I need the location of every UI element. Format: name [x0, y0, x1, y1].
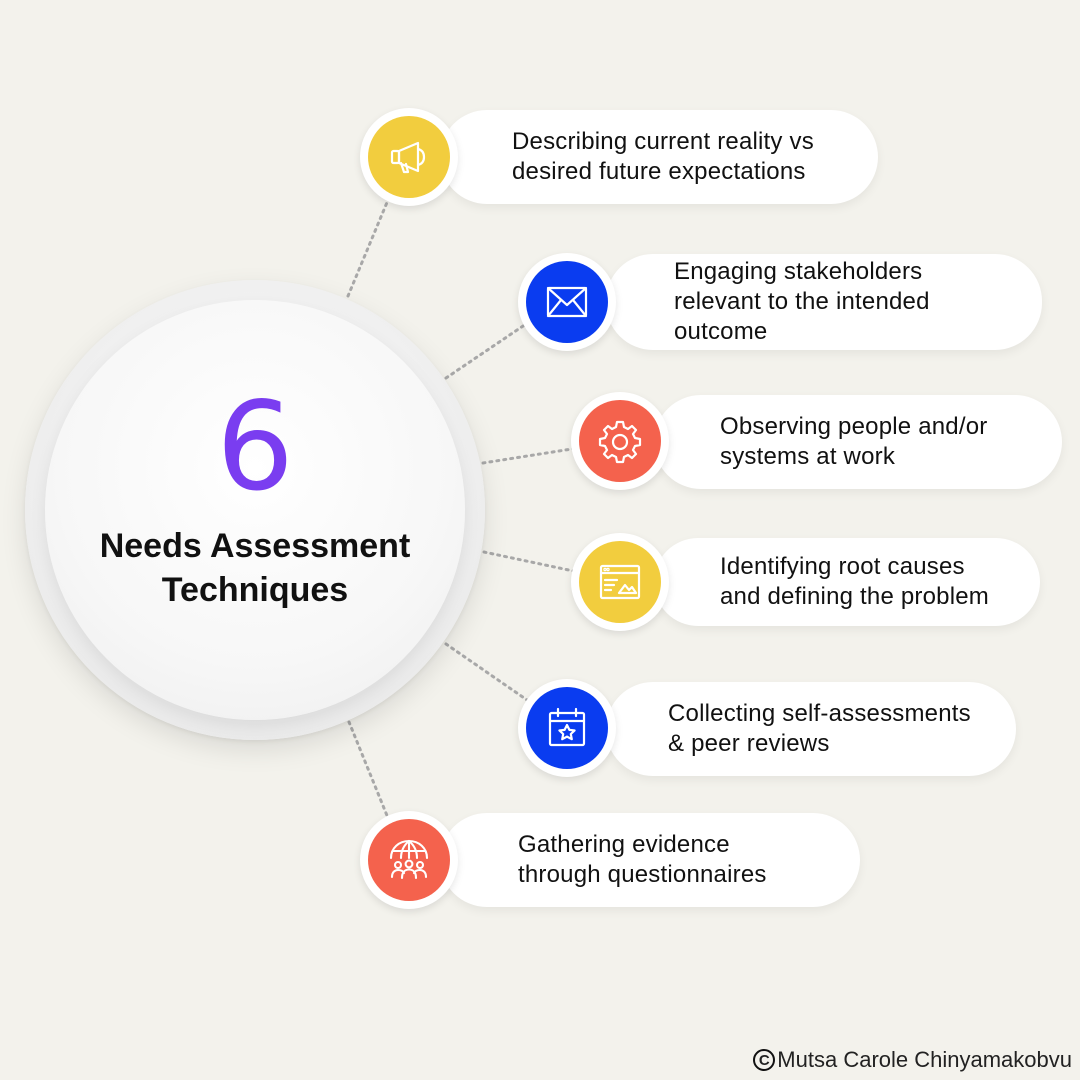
technique-badge-circle-3 [579, 400, 661, 482]
globe-people-icon [389, 839, 429, 880]
technique-badge-5 [518, 679, 616, 777]
technique-badge-circle-1 [368, 116, 450, 198]
technique-badge-4 [571, 533, 669, 631]
gear-icon [598, 420, 642, 464]
calendar-star-icon [548, 707, 586, 747]
hub-number: 6 [216, 376, 294, 518]
megaphone-icon [390, 141, 426, 174]
technique-text-1: Describing current reality vs desired fu… [512, 128, 814, 185]
copyright-footer: C Mutsa Carole Chinyamakobvu [753, 1046, 1072, 1074]
browser-window-icon [599, 564, 641, 600]
technique-item-3: Observing people and/or systems at work [654, 395, 1062, 489]
hub-title: Needs Assessment Techniques [99, 527, 411, 609]
copyright-icon: C [753, 1049, 776, 1071]
central-hub-circle: 6 Needs Assessment Techniques [25, 280, 485, 740]
technique-text-5: Collecting self-assessments & peer revie… [668, 700, 971, 757]
connector-1 [346, 198, 390, 298]
technique-item-5: Collecting self-assessments & peer revie… [606, 682, 1016, 776]
technique-item-6: Gathering evidence through questionnaire… [440, 813, 860, 907]
author-name: Mutsa Carole Chinyamakobvu [777, 1047, 1072, 1072]
connector-3 [481, 446, 580, 465]
envelope-icon [546, 286, 588, 318]
technique-badge-circle-2 [526, 261, 608, 343]
technique-badge-2 [518, 253, 616, 351]
technique-badge-circle-4 [579, 541, 661, 623]
technique-badge-1 [360, 108, 458, 206]
technique-text-6: Gathering evidence through questionnaire… [518, 831, 767, 888]
technique-badge-6 [360, 811, 458, 909]
connector-2 [444, 322, 528, 380]
technique-item-1: Describing current reality vs desired fu… [440, 110, 878, 204]
technique-text-2: Engaging stakeholders relevant to the in… [674, 258, 930, 345]
connector-4 [482, 550, 580, 574]
technique-badge-circle-5 [526, 687, 608, 769]
technique-text-4: Identifying root causes and defining the… [720, 553, 989, 610]
connector-5 [444, 642, 529, 702]
hub-inner-circle: 6 Needs Assessment Techniques [45, 300, 465, 720]
technique-badge-circle-6 [368, 819, 450, 901]
technique-badge-3 [571, 392, 669, 490]
technique-item-4: Identifying root causes and defining the… [654, 538, 1040, 626]
connector-6 [347, 720, 390, 820]
technique-item-2: Engaging stakeholders relevant to the in… [606, 254, 1042, 350]
technique-text-3: Observing people and/or systems at work [720, 413, 988, 470]
